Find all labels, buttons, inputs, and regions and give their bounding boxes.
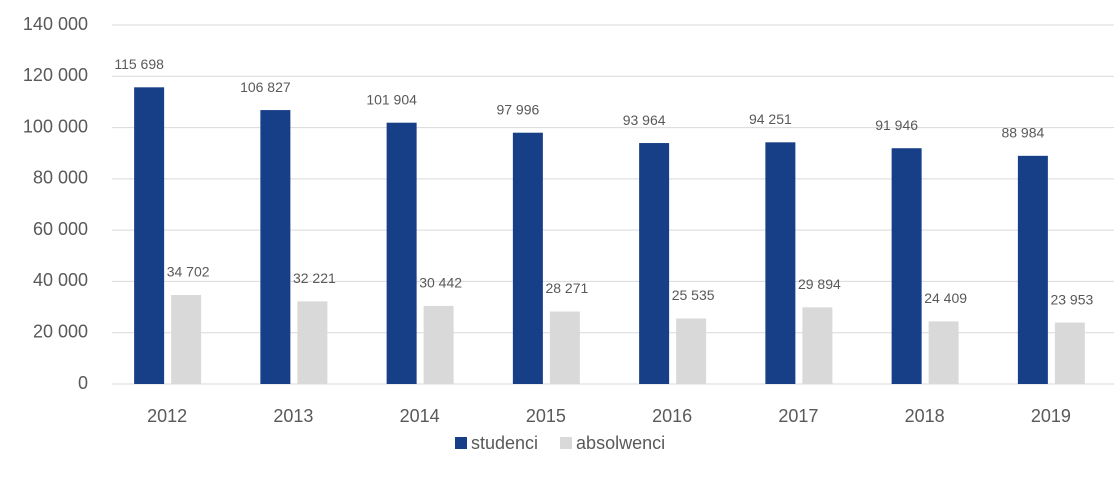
value-label: 23 953 [1050,291,1093,307]
y-tick-label: 120 000 [23,65,88,85]
bar [260,110,291,384]
bar [549,311,580,384]
value-label: 24 409 [924,290,967,306]
y-tick-label: 100 000 [23,116,88,136]
x-tick-label: 2018 [905,406,945,426]
legend-swatch [455,437,467,449]
x-tick-label: 2019 [1031,406,1071,426]
bar [802,307,833,384]
bar [512,132,543,384]
bar [928,321,959,384]
value-label: 25 535 [672,287,715,303]
value-label: 97 996 [496,101,539,117]
value-label: 34 702 [167,264,210,280]
bar [297,301,328,384]
bar [639,143,670,384]
bar [386,122,417,384]
bar [1017,155,1048,384]
bar [171,295,202,384]
value-label: 94 251 [749,111,792,127]
legend-label: studenci [471,433,538,453]
bar [676,318,707,384]
value-label: 115 698 [114,56,164,72]
bar [891,148,922,384]
value-label: 32 221 [293,270,336,286]
value-label: 29 894 [798,276,841,292]
x-tick-label: 2015 [526,406,566,426]
y-tick-label: 140 000 [23,14,88,34]
x-tick-label: 2013 [273,406,313,426]
legend-label: absolwenci [576,433,665,453]
y-tick-label: 20 000 [33,321,88,341]
bar [134,87,165,385]
legend-swatch [560,437,573,449]
y-tick-label: 80 000 [33,168,88,188]
y-tick-label: 0 [78,373,88,393]
y-tick-label: 40 000 [33,270,88,290]
x-tick-label: 2014 [400,406,440,426]
x-tick-label: 2012 [147,406,187,426]
value-label: 101 904 [366,91,417,107]
value-label: 91 946 [875,117,918,133]
bar [1054,322,1085,384]
y-tick-label: 60 000 [33,219,88,239]
value-label: 106 827 [240,79,291,95]
x-tick-label: 2016 [652,406,692,426]
value-label: 28 271 [545,280,588,296]
bar [765,142,796,384]
value-label: 30 442 [419,275,462,291]
bar [423,305,454,384]
x-tick-label: 2017 [778,406,818,426]
value-label: 93 964 [623,112,666,128]
value-label: 88 984 [1001,125,1044,141]
